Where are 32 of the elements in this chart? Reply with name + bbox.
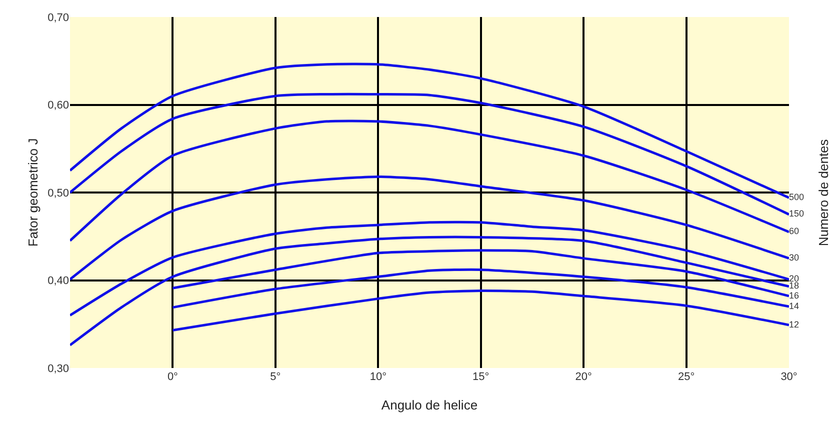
series-label: 16 xyxy=(789,290,800,300)
series-label: 18 xyxy=(789,280,800,291)
x-tick-label: 20° xyxy=(575,371,592,383)
line-series xyxy=(70,220,789,317)
legend-title: Numero de dentes xyxy=(816,138,829,246)
series-label: 14 xyxy=(789,300,800,311)
x-tick-label: 15° xyxy=(472,371,490,383)
x-tick-label: 5° xyxy=(270,371,281,383)
x-tick-label: 10° xyxy=(370,371,386,383)
y-tick-label: 0,70 xyxy=(48,12,69,24)
series-label: 500 xyxy=(789,192,804,202)
series-label: 150 xyxy=(789,208,804,219)
y-tick-label: 0,60 xyxy=(48,100,69,112)
series-label: 12 xyxy=(789,319,800,330)
line-series xyxy=(171,249,789,298)
line-series xyxy=(70,92,789,216)
line-series xyxy=(171,268,789,309)
x-tick-label: 30° xyxy=(780,371,798,383)
x-axis-title: Angulo de helice xyxy=(381,398,478,413)
x-tick-label: 0° xyxy=(167,371,178,383)
x-tick-label: 25° xyxy=(678,371,695,383)
line-series xyxy=(171,290,789,332)
series-label: 60 xyxy=(789,226,800,236)
y-tick-label: 0,50 xyxy=(48,187,69,200)
y-tick-label: 0,30 xyxy=(48,362,69,375)
series-label: 30 xyxy=(789,252,800,263)
line-series xyxy=(70,175,789,281)
line-series xyxy=(70,120,789,242)
line-series xyxy=(70,62,789,200)
line-series xyxy=(70,236,789,346)
y-tick-label: 0,40 xyxy=(48,275,69,288)
y-axis-title: Fator geometrico J xyxy=(26,138,41,247)
